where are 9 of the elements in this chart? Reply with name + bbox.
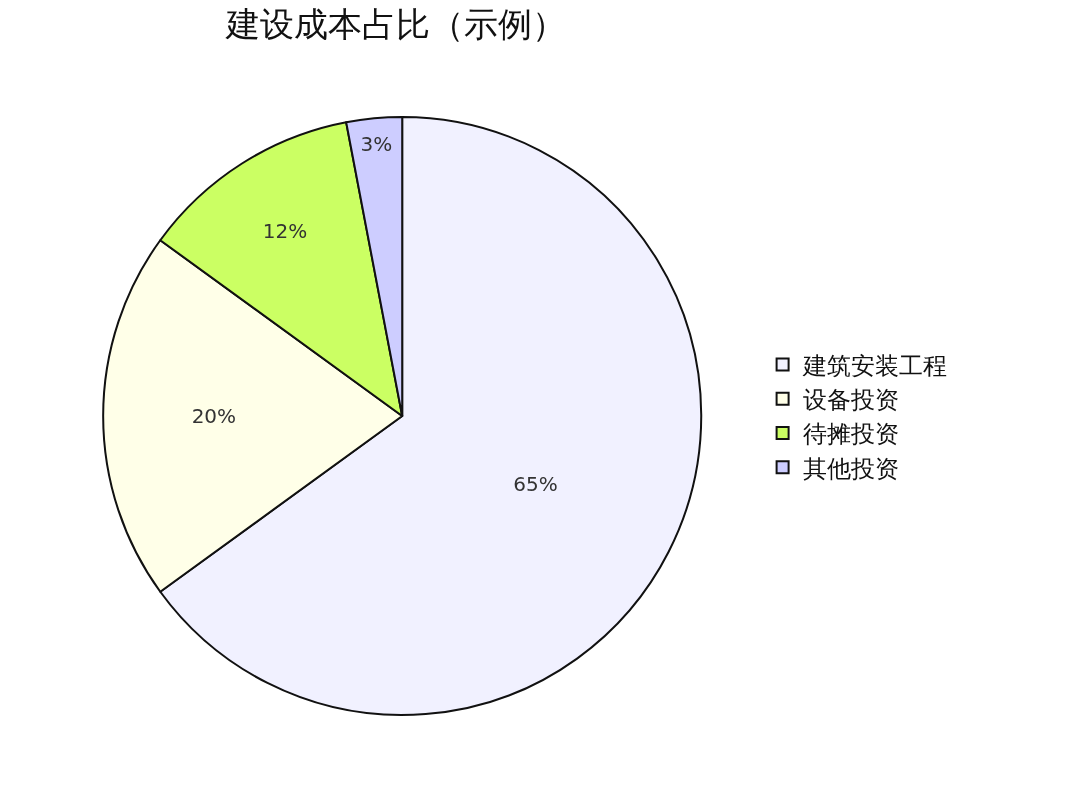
chart-title: 建设成本占比（示例）: [225, 3, 567, 44]
legend-label: 待摊投资: [802, 420, 899, 449]
legend-label: 设备投资: [802, 386, 899, 415]
data-label: 3%: [360, 131, 393, 156]
data-label: 20%: [191, 404, 237, 428]
legend-label: 其他投资: [802, 454, 899, 483]
data-label: 12%: [262, 219, 308, 244]
legend-label: 建筑安装工程: [801, 351, 947, 380]
data-label: 65%: [513, 471, 558, 496]
